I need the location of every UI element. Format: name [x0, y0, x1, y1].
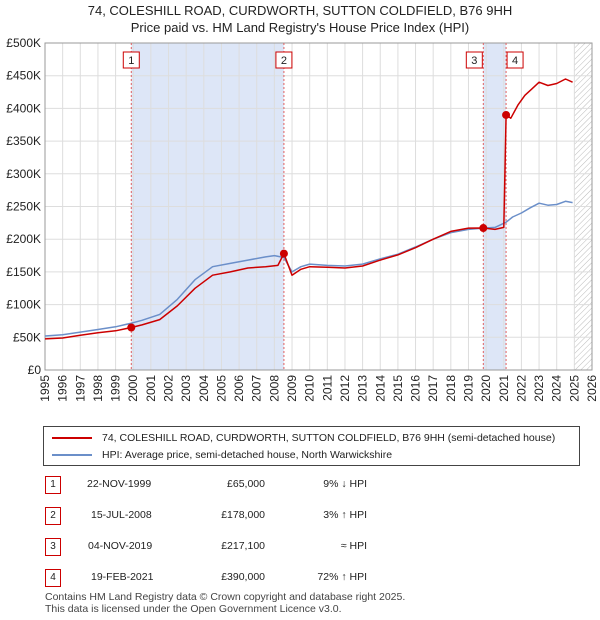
property-line: [44, 78, 573, 340]
x-tick-label: 2000: [126, 375, 140, 402]
sale-label-box-3: [465, 51, 483, 69]
y-tick-label: £50K: [13, 330, 41, 344]
table-row: 1 22-NOV-1999 £65,000 9% ↓ HPI: [45, 476, 367, 494]
sale-marker-1: [127, 323, 136, 332]
table-row: 3 04-NOV-2019 £217,100 ≈ HPI: [45, 538, 367, 556]
transaction-number: 4: [45, 569, 61, 587]
x-tick-label: 2003: [179, 375, 193, 402]
sale-label-4: 4: [512, 55, 518, 67]
legend: 74, COLESHILL ROAD, CURDWORTH, SUTTON CO…: [43, 426, 580, 466]
transaction-hpi: 72% ↑ HPI: [317, 571, 367, 583]
x-tick-label: 1995: [38, 375, 52, 402]
sale-label-box-2: [275, 51, 293, 69]
sale-marker-3: [479, 224, 488, 233]
legend-item-hpi: HPI: Average price, semi-detached house,…: [52, 447, 392, 463]
chart-title: 74, COLESHILL ROAD, CURDWORTH, SUTTON CO…: [87, 3, 513, 18]
transaction-hpi: ≈ HPI: [340, 540, 367, 552]
y-tick-label: £100K: [6, 298, 41, 312]
x-tick-label: 2020: [479, 375, 493, 402]
x-tick-label: 2022: [514, 375, 528, 402]
x-tick-label: 2006: [232, 375, 246, 402]
x-tick-label: 2001: [144, 375, 158, 402]
x-tick-label: 2015: [391, 375, 405, 402]
x-tick-label: 2007: [250, 375, 264, 402]
x-tick-label: 2010: [303, 375, 317, 402]
legend-label-hpi: HPI: Average price, semi-detached house,…: [102, 449, 393, 461]
y-tick-label: £250K: [6, 200, 41, 214]
sale-label-box-4: [506, 51, 524, 69]
sale-marker-4: [502, 110, 511, 119]
y-tick-label: £200K: [6, 232, 41, 246]
plot-border: [44, 42, 593, 371]
x-tick-label: 2002: [162, 375, 176, 402]
sale-label-2: 2: [281, 55, 287, 67]
x-tick-label: 1997: [73, 375, 87, 402]
sale-marker-2: [279, 249, 288, 258]
chart-subtitle: Price paid vs. HM Land Registry's House …: [130, 20, 470, 35]
x-tick-label: 2012: [338, 375, 352, 402]
x-tick-label: 2024: [550, 375, 564, 402]
x-tick-label: 2008: [267, 375, 281, 402]
footer-copyright: Contains HM Land Registry data © Crown c…: [45, 591, 406, 603]
x-tick-label: 1996: [56, 375, 70, 402]
y-tick-label: £400K: [6, 101, 41, 115]
sale-label-3: 3: [471, 55, 477, 67]
x-tick-label: 1998: [91, 375, 105, 402]
y-tick-label: £350K: [6, 134, 41, 148]
legend-label-property: 74, COLESHILL ROAD, CURDWORTH, SUTTON CO…: [102, 432, 556, 444]
y-tick-label: £300K: [6, 167, 41, 181]
x-tick-label: 2004: [197, 375, 211, 402]
x-tick-label: 2021: [497, 375, 511, 402]
y-tick-label: £0: [28, 363, 42, 377]
table-row: 4 19-FEB-2021 £390,000 72% ↑ HPI: [45, 569, 367, 587]
y-tick-label: £450K: [6, 69, 41, 83]
transaction-price: £178,000: [221, 509, 265, 521]
transaction-price: £217,100: [221, 540, 265, 552]
transaction-number: 1: [45, 476, 61, 494]
x-tick-label: 2009: [285, 375, 299, 402]
x-tick-label: 2013: [356, 375, 370, 402]
x-tick-label: 2019: [461, 375, 475, 402]
sale-label-1: 1: [128, 55, 134, 67]
transaction-price: £390,000: [221, 571, 265, 583]
y-tick-label: £150K: [6, 265, 41, 279]
x-tick-label: 2018: [444, 375, 458, 402]
x-tick-label: 2014: [373, 375, 387, 402]
transaction-hpi: 3% ↑ HPI: [323, 509, 367, 521]
price-chart: £0 £50K £100K £150K £200K £250K £300K £350K £400…: [6, 36, 599, 402]
table-row: 2 15-JUL-2008 £178,000 3% ↑ HPI: [45, 507, 367, 525]
x-tick-label: 2026: [585, 375, 599, 402]
transaction-date: 19-FEB-2021: [91, 571, 154, 583]
legend-item-property: 74, COLESHILL ROAD, CURDWORTH, SUTTON CO…: [52, 430, 555, 446]
x-tick-label: 2025: [567, 375, 581, 402]
footer-licence: This data is licensed under the Open Gov…: [45, 603, 342, 615]
y-tick-label: £500K: [6, 36, 41, 50]
sale-label-box-1: [122, 51, 140, 69]
transaction-hpi: 9% ↓ HPI: [323, 478, 367, 490]
x-tick-label: 2017: [426, 375, 440, 402]
legend-swatch-property: [52, 437, 92, 439]
x-tick-label: 2005: [214, 375, 228, 402]
x-tick-label: 2011: [320, 375, 334, 401]
transaction-date: 04-NOV-2019: [88, 540, 153, 552]
x-tick-label: 2023: [532, 375, 546, 402]
x-tick-label: 1999: [109, 375, 123, 402]
legend-swatch-hpi: [52, 454, 92, 456]
transaction-price: £65,000: [227, 478, 265, 490]
transaction-date: 22-NOV-1999: [87, 478, 152, 490]
transaction-date: 15-JUL-2008: [91, 509, 152, 521]
transaction-number: 3: [45, 538, 61, 556]
hpi-line: [44, 200, 573, 337]
transaction-number: 2: [45, 507, 61, 525]
x-tick-label: 2016: [409, 375, 423, 402]
